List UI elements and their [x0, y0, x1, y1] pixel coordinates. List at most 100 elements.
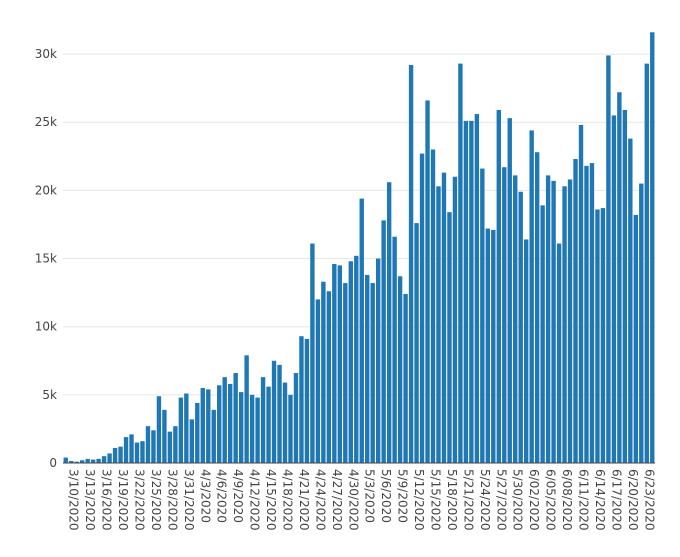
- bar: [562, 186, 567, 464]
- bar: [386, 182, 392, 463]
- bar: [600, 208, 606, 463]
- bar: [447, 212, 452, 463]
- bar: [195, 403, 200, 463]
- bar: [79, 460, 85, 463]
- bar: [151, 430, 156, 463]
- x-tick-label: 4/3/2020: [198, 469, 212, 523]
- x-tick-label: 5/27/2020: [494, 469, 508, 531]
- bar: [293, 373, 299, 463]
- bar: [430, 149, 436, 464]
- bar-series: [63, 32, 655, 464]
- bar: [189, 419, 195, 463]
- bar: [485, 228, 491, 463]
- bar: [375, 258, 381, 463]
- bar: [348, 261, 353, 463]
- bar: [463, 120, 469, 464]
- y-tick-label: 0: [49, 456, 57, 470]
- bar: [452, 176, 458, 463]
- bar: [595, 209, 600, 463]
- x-tick-label: 4/18/2020: [281, 469, 295, 531]
- x-tick-label: 4/21/2020: [297, 469, 311, 531]
- x-tick-label: 6/11/2020: [577, 469, 591, 531]
- bar: [507, 118, 512, 463]
- bar: [107, 453, 112, 463]
- x-tick-label: 5/12/2020: [412, 469, 426, 531]
- x-tick-label: 6/20/2020: [626, 469, 640, 531]
- bar: [540, 205, 545, 463]
- x-tick-label: 3/16/2020: [100, 469, 114, 531]
- bar: [529, 130, 534, 463]
- x-tick-label: 5/30/2020: [511, 469, 525, 531]
- bar: [408, 64, 414, 463]
- x-tick-label: 6/08/2020: [560, 469, 574, 531]
- x-tick-label: 6/23/2020: [642, 469, 656, 531]
- x-tick-label: 4/12/2020: [248, 469, 262, 531]
- bar: [206, 389, 211, 463]
- bar: [271, 360, 277, 463]
- bar: [381, 220, 386, 463]
- bar: [233, 373, 238, 463]
- bar: [551, 180, 556, 463]
- bar: [480, 168, 485, 463]
- bar: [622, 109, 628, 464]
- bar: [238, 392, 244, 463]
- bar: [628, 138, 633, 463]
- bar: [606, 55, 611, 463]
- bar: [326, 291, 332, 463]
- bar: [496, 109, 501, 464]
- bar: [491, 229, 496, 463]
- bar: [458, 63, 463, 464]
- bar: [101, 456, 107, 463]
- bar: [222, 377, 227, 463]
- bar: [337, 265, 343, 463]
- y-tick-label: 30k: [35, 47, 57, 61]
- bar: [617, 92, 622, 464]
- bar: [502, 167, 507, 463]
- bar: [310, 243, 315, 463]
- bar: [217, 385, 222, 463]
- bar: [85, 458, 90, 463]
- bar: [249, 394, 255, 463]
- y-tick-label: 10k: [35, 320, 57, 334]
- x-tick-label: 3/25/2020: [149, 469, 163, 531]
- bar: [556, 243, 562, 463]
- bar: [167, 431, 173, 463]
- x-tick-label: 5/24/2020: [478, 469, 492, 531]
- x-tick-label: 6/17/2020: [609, 469, 623, 531]
- x-tick-label: 6/02/2020: [527, 469, 541, 531]
- bar: [96, 458, 101, 463]
- bar: [118, 446, 123, 463]
- bar: [321, 281, 326, 463]
- bar: [244, 355, 249, 463]
- bar: [69, 460, 74, 463]
- bar: [211, 409, 216, 463]
- bar: [392, 236, 397, 463]
- x-tick-label: 4/9/2020: [231, 469, 245, 523]
- y-tick-label: 5k: [42, 388, 57, 402]
- bar: [304, 338, 310, 463]
- bar: [343, 283, 348, 463]
- bar: [299, 336, 304, 463]
- bar: [63, 457, 68, 463]
- bar: [414, 223, 419, 463]
- x-tick-label: 4/15/2020: [264, 469, 278, 531]
- x-tick-label: 5/9/2020: [396, 469, 410, 523]
- bar: [74, 461, 79, 463]
- bar: [260, 377, 266, 463]
- bar: [397, 276, 403, 463]
- bar: [90, 459, 96, 463]
- x-tick-label: 5/6/2020: [379, 469, 393, 523]
- bar: [534, 152, 540, 463]
- bar: [419, 153, 425, 463]
- bar: [513, 175, 518, 463]
- x-tick-label: 3/13/2020: [83, 469, 97, 531]
- bar: [573, 159, 578, 463]
- bar: [266, 386, 271, 463]
- bar: [227, 383, 233, 463]
- x-tick-label: 3/22/2020: [133, 469, 147, 531]
- bar: [644, 63, 649, 464]
- bar: [162, 409, 167, 463]
- gridlines: [63, 53, 655, 396]
- bar: [156, 396, 162, 463]
